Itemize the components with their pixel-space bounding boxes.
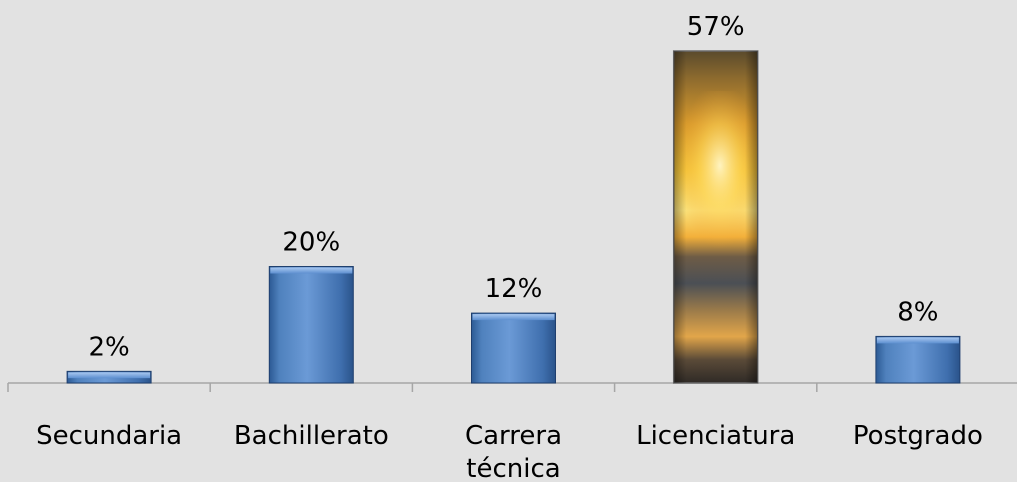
value-label: 12% (485, 274, 543, 304)
x-axis-ticks (7, 383, 818, 392)
value-label: 8% (897, 297, 938, 327)
category-label: técnica (466, 454, 560, 482)
bar-3 (672, 50, 759, 384)
bars-group (66, 50, 961, 384)
bar-1 (268, 266, 354, 384)
bar-2 (471, 312, 556, 384)
bar-0 (66, 370, 152, 384)
value-labels-group: 2% 20% 12% 57% 8% (88, 12, 938, 362)
category-label: Postgrado (853, 421, 983, 451)
value-label: 57% (687, 12, 745, 42)
category-label: Carrera (465, 421, 562, 451)
category-label: Bachillerato (234, 421, 389, 451)
value-label: 2% (88, 332, 129, 362)
category-label: Licenciatura (636, 421, 795, 451)
value-label: 20% (282, 228, 340, 258)
category-label: Secundaria (36, 421, 182, 451)
bar-4 (875, 335, 961, 384)
category-labels-group: Secundaria Bachillerato Carrera técnica Lice… (36, 421, 983, 482)
